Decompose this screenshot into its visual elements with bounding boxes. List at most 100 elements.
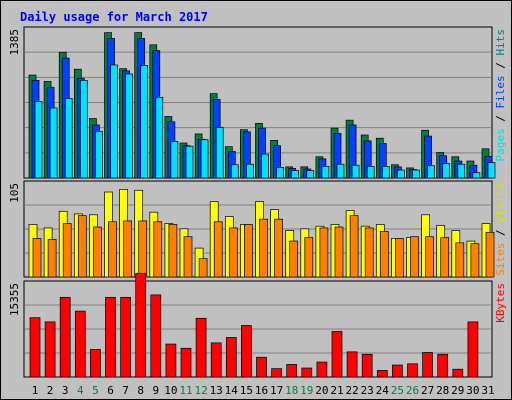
bar-pages-day-1 [34, 101, 43, 179]
bar-sites-day-25 [395, 238, 404, 278]
legend-entry: Pages [494, 128, 507, 161]
x-tick-label: 11 [179, 384, 192, 397]
legend-entry: Sites [494, 243, 507, 276]
x-tick-label: 8 [137, 384, 144, 397]
bar-pages-day-22 [351, 164, 360, 179]
bar-sites-day-19 [304, 237, 314, 278]
bar-kbytes-day-19 [301, 367, 313, 378]
bar-sites-day-18 [289, 240, 299, 278]
bar-pages-day-6 [110, 64, 118, 179]
legend-entry: Files [494, 75, 507, 108]
bar-kbytes-day-3 [59, 296, 71, 378]
bar-kbytes-day-10 [165, 343, 177, 378]
bar-kbytes-day-29 [452, 368, 464, 378]
bar-sites-day-13 [213, 221, 223, 278]
bar-kbytes-day-13 [210, 342, 222, 378]
bar-sites-day-3 [62, 223, 72, 278]
panel-kbytes: 15355 KBytes [8, 272, 507, 378]
bar-pages-day-28 [442, 163, 451, 179]
y-max-label: 1385 [8, 29, 21, 56]
bar-kbytes-day-20 [316, 361, 328, 378]
bar-pages-day-14 [230, 164, 239, 179]
bar-sites-day-20 [319, 227, 329, 278]
bar-kbytes-day-22 [346, 351, 358, 378]
bar-sites-day-14 [228, 227, 238, 278]
x-tick-label: 19 [300, 384, 313, 397]
x-tick-label: 15 [240, 384, 253, 397]
bar-kbytes-day-18 [286, 364, 298, 378]
panel-hits-files-pages: 1385 Pages / Files / Hits [8, 26, 507, 179]
bar-sites-day-6 [108, 221, 117, 278]
bar-pages-day-13 [215, 127, 224, 179]
bar-sites-day-1 [32, 238, 42, 278]
bar-kbytes-day-26 [407, 363, 418, 378]
y-max-label: 105 [8, 183, 21, 203]
bar-sites-day-5 [93, 226, 102, 278]
bar-pages-day-19 [306, 170, 315, 179]
bar-kbytes-day-12 [195, 317, 207, 378]
bar-sites-day-10 [168, 224, 178, 278]
x-tick-label: 30 [466, 384, 479, 397]
x-tick-label: 14 [225, 384, 239, 397]
legend-entry: / [494, 109, 507, 129]
bar-kbytes-day-11 [180, 347, 192, 378]
series-legend: KBytes [494, 283, 507, 323]
bar-pages-day-24 [381, 165, 390, 179]
panel-visits-sites: 105 Sites / Visits [8, 180, 507, 278]
bar-sites-day-15 [244, 224, 253, 278]
bar-sites-day-23 [364, 227, 374, 278]
x-tick-label: 16 [255, 384, 268, 397]
x-tick-label: 3 [62, 384, 69, 397]
x-tick-label: 13 [210, 384, 223, 397]
x-tick-label: 21 [330, 384, 343, 397]
bar-kbytes-day-2 [44, 321, 56, 378]
bar-kbytes-day-21 [331, 331, 343, 378]
bar-pages-day-16 [261, 153, 269, 179]
bar-kbytes-day-15 [241, 325, 252, 378]
bar-kbytes-day-5 [90, 349, 101, 378]
x-tick-label: 29 [451, 384, 464, 397]
bar-pages-day-5 [95, 130, 103, 179]
x-tick-label: 25 [391, 384, 404, 397]
bar-pages-day-8 [140, 65, 149, 179]
x-tick-label: 10 [164, 384, 177, 397]
bar-sites-day-4 [77, 215, 87, 278]
x-tick-label: 9 [152, 384, 159, 397]
bar-pages-day-7 [125, 73, 133, 179]
bar-kbytes-day-7 [120, 296, 131, 378]
bar-kbytes-day-23 [361, 353, 373, 378]
bar-kbytes-day-16 [256, 356, 267, 378]
x-tick-label: 17 [270, 384, 283, 397]
bar-sites-day-28 [440, 237, 450, 278]
x-tick-label: 22 [345, 384, 358, 397]
bar-pages-day-29 [457, 163, 466, 179]
bar-kbytes-day-9 [150, 294, 162, 378]
x-tick-label: 27 [421, 384, 434, 397]
legend-entry: Hits [494, 29, 507, 56]
bar-kbytes-day-8 [135, 272, 147, 378]
bar-sites-day-9 [153, 221, 163, 278]
bar-sites-day-17 [274, 218, 283, 278]
x-tick-label: 12 [194, 384, 207, 397]
bar-kbytes-day-25 [392, 364, 403, 378]
bar-sites-day-11 [183, 236, 193, 278]
bar-kbytes-day-30 [467, 321, 479, 378]
bar-sites-day-30 [470, 243, 480, 278]
legend-entry: Visits [494, 183, 507, 223]
x-tick-label: 24 [376, 384, 390, 397]
y-max-label: 15355 [8, 283, 21, 316]
bar-sites-day-7 [123, 220, 132, 278]
bar-pages-day-9 [155, 96, 164, 179]
bar-sites-day-22 [349, 215, 359, 278]
bar-pages-day-21 [336, 163, 345, 179]
legend-entry: / [494, 56, 507, 76]
bar-kbytes-day-28 [437, 353, 449, 378]
bar-sites-day-2 [47, 238, 57, 278]
bar-kbytes-day-1 [29, 317, 41, 378]
bar-kbytes-day-4 [74, 310, 86, 378]
bar-pages-day-2 [49, 107, 58, 179]
x-tick-label: 5 [92, 384, 99, 397]
bar-pages-day-25 [397, 169, 405, 179]
